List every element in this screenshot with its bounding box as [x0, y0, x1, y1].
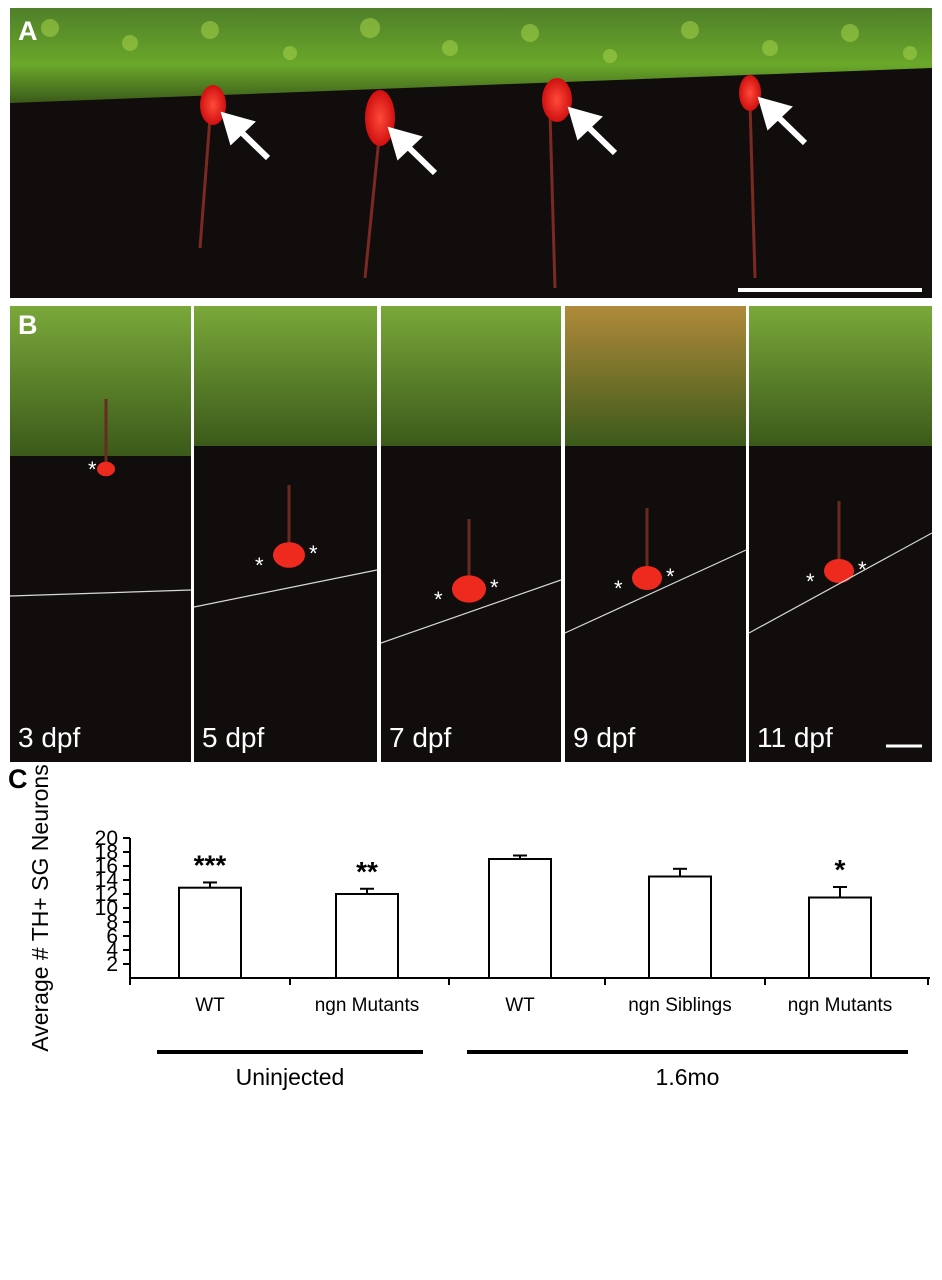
timepoint-label: 3 dpf	[18, 722, 81, 753]
y-axis-label: Average # TH+ SG Neurons	[27, 764, 53, 1051]
panel-c-label: C	[8, 764, 28, 794]
panel-a-label: A	[18, 16, 38, 46]
panel-a-axons	[198, 102, 757, 289]
significance-marker: ***	[194, 849, 227, 880]
panel-a-micrograph	[10, 8, 932, 292]
svg-text:*: *	[255, 553, 264, 578]
svg-text:*: *	[858, 557, 867, 582]
panel-b-frame: * * 5 dpf	[194, 306, 377, 762]
panel-a-arrows	[220, 96, 808, 176]
y-tick-label: 18	[95, 841, 118, 864]
y-tick-label: 20	[95, 827, 118, 850]
panel-b-label: B	[18, 310, 38, 340]
svg-text:*: *	[666, 564, 675, 589]
panel-a-cells	[41, 18, 917, 63]
group-label: Uninjected	[236, 1064, 345, 1090]
y-tick-label: 4	[106, 939, 118, 962]
x-tick-label: WT	[195, 995, 225, 1016]
svg-text:*: *	[309, 541, 318, 566]
significance-marker: **	[356, 856, 378, 887]
y-tick-label: 6	[106, 925, 118, 948]
x-tick-label: ngn Mutants	[315, 995, 420, 1016]
x-tick-label: ngn Siblings	[628, 995, 732, 1016]
bar	[488, 858, 552, 979]
svg-text:*: *	[490, 575, 499, 600]
x-tick-label: WT	[505, 995, 535, 1016]
timepoint-label: 7 dpf	[389, 722, 452, 753]
panel-a-image: A	[10, 8, 932, 298]
y-tick-label: 2	[106, 953, 118, 976]
panel-a-neurons	[200, 75, 761, 146]
panel-b-frame: * * 7 dpf	[381, 306, 561, 762]
timepoint-label: 11 dpf	[757, 722, 833, 753]
svg-text:*: *	[614, 576, 623, 601]
panel-b-frame: * * 11 dpf	[749, 306, 932, 762]
timepoint-label: 9 dpf	[573, 722, 636, 753]
panel-b-frame: * 3 dpf	[10, 306, 191, 762]
svg-text:*: *	[806, 569, 815, 594]
y-tick-label: 10	[95, 897, 118, 920]
panel-b-frame: * * 9 dpf	[565, 306, 746, 762]
bar	[808, 896, 872, 979]
y-tick-label: 14	[95, 869, 119, 892]
y-tick-label: 16	[95, 855, 118, 878]
bar	[335, 893, 399, 979]
bar	[648, 875, 712, 979]
svg-text:*: *	[434, 587, 443, 612]
group-label: 1.6mo	[656, 1064, 720, 1090]
svg-text:*: *	[88, 457, 97, 482]
timepoint-label: 5 dpf	[202, 722, 265, 753]
y-tick-label: 8	[106, 911, 118, 934]
significance-marker: *	[835, 854, 846, 885]
bar	[178, 886, 242, 979]
x-tick-label: ngn Mutants	[788, 995, 893, 1016]
y-tick-label: 12	[95, 883, 118, 906]
panel-a-tissue	[10, 8, 932, 103]
